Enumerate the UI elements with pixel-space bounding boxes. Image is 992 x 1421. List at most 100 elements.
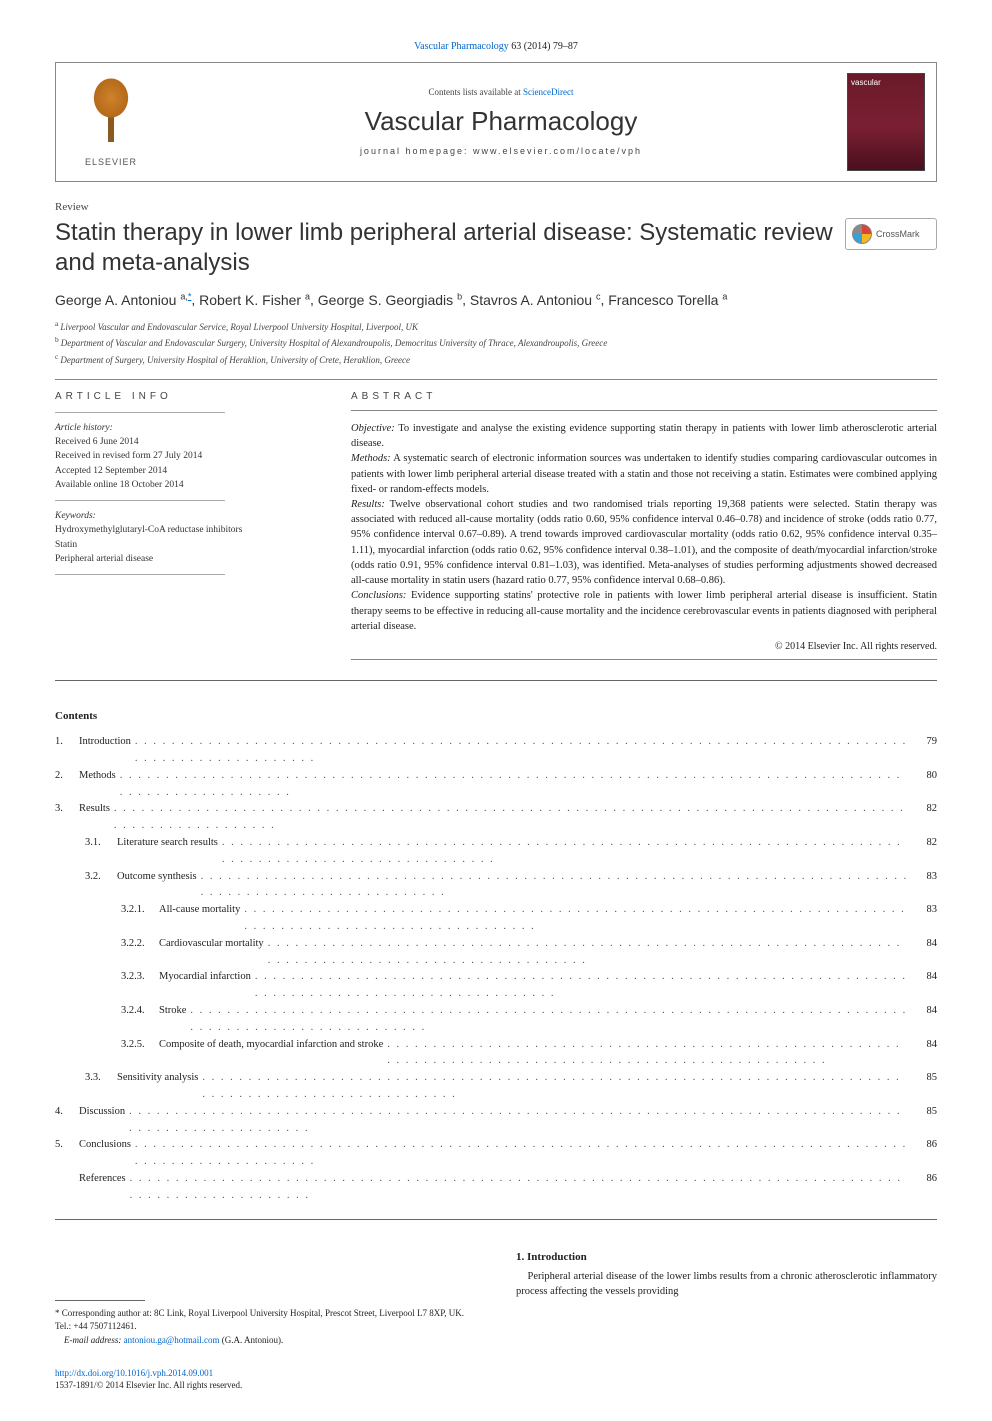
author: Francesco Torella a (608, 292, 727, 308)
crossmark-badge[interactable]: CrossMark (845, 218, 937, 250)
article-type: Review (55, 200, 937, 215)
affiliation-c: cDepartment of Surgery, University Hospi… (55, 351, 937, 368)
toc-number: 3.2.1. (121, 902, 159, 919)
abs-objective-label: Objective: (351, 423, 395, 434)
abs-conclusions-label: Conclusions: (351, 590, 406, 601)
toc-entry[interactable]: 2.Methods80 (55, 768, 937, 802)
toc-entry[interactable]: 3.3.Sensitivity analysis85 (55, 1070, 937, 1104)
toc-entry[interactable]: 3.2.4.Stroke84 (55, 1003, 937, 1037)
abs-results-label: Results: (351, 499, 385, 510)
toc-entry[interactable]: References 86 (55, 1171, 937, 1205)
journal-link[interactable]: Vascular Pharmacology (414, 41, 509, 52)
journal-cover-area: vascular (836, 63, 936, 181)
journal-cover-thumb: vascular (847, 73, 925, 171)
history-revised: Received in revised form 27 July 2014 (55, 449, 315, 463)
toc-page: 82 (913, 835, 937, 852)
toc-entry[interactable]: 3.2.3.Myocardial infarction 84 (55, 969, 937, 1003)
author: Robert K. Fisher a (199, 292, 310, 308)
toc-entry[interactable]: 1.Introduction79 (55, 734, 937, 768)
toc-leader (244, 902, 909, 936)
abstract-copyright: © 2014 Elsevier Inc. All rights reserved… (351, 640, 937, 654)
toc-leader (129, 1104, 909, 1138)
publisher-label: ELSEVIER (81, 156, 141, 168)
keywords-label: Keywords: (55, 509, 315, 523)
toc-number: 3.2. (85, 869, 117, 886)
table-of-contents: 1.Introduction792.Methods803.Results823.… (55, 734, 937, 1204)
history-online: Available online 18 October 2014 (55, 478, 315, 492)
history-received: Received 6 June 2014 (55, 435, 315, 449)
citation-line: Vascular Pharmacology 63 (2014) 79–87 (55, 40, 937, 54)
toc-number: 3.2.4. (121, 1003, 159, 1020)
email-link[interactable]: antoniou.ga@hotmail.com (124, 1335, 220, 1345)
toc-page: 83 (913, 869, 937, 886)
sciencedirect-link[interactable]: ScienceDirect (523, 87, 573, 97)
doi-link[interactable]: http://dx.doi.org/10.1016/j.vph.2014.09.… (55, 1368, 213, 1378)
toc-label: Literature search results (117, 835, 218, 852)
toc-entry[interactable]: 3.2.Outcome synthesis 83 (55, 869, 937, 903)
toc-page: 86 (913, 1137, 937, 1154)
keyword: Peripheral arterial disease (55, 552, 315, 566)
toc-page: 85 (913, 1104, 937, 1121)
toc-entry[interactable]: 3.2.1.All-cause mortality83 (55, 902, 937, 936)
toc-label: Outcome synthesis (117, 869, 197, 886)
toc-label: Results (79, 801, 110, 818)
toc-label: Methods (79, 768, 116, 785)
toc-label: Myocardial infarction (159, 969, 251, 986)
divider (55, 379, 937, 380)
toc-number: 3.2.5. (121, 1037, 159, 1054)
article-info-column: article info Article history: Received 6… (55, 390, 315, 670)
toc-leader (114, 801, 909, 835)
toc-entry[interactable]: 3.Results82 (55, 801, 937, 835)
toc-leader (135, 1137, 909, 1171)
footnotes: * Corresponding author at: 8C Link, Roya… (55, 1307, 476, 1348)
abstract-heading: abstract (351, 390, 937, 404)
affiliation-a: aLiverpool Vascular and Endovascular Ser… (55, 318, 937, 335)
toc-page: 82 (913, 801, 937, 818)
email-after: (G.A. Antoniou). (219, 1335, 283, 1345)
keyword: Statin (55, 538, 315, 552)
toc-entry[interactable]: 3.1.Literature search results 82 (55, 835, 937, 869)
toc-entry[interactable]: 3.2.5.Composite of death, myocardial inf… (55, 1037, 937, 1071)
toc-entry[interactable]: 3.2.2.Cardiovascular mortality84 (55, 936, 937, 970)
toc-page: 85 (913, 1070, 937, 1087)
toc-page: 84 (913, 1037, 937, 1054)
toc-leader (222, 835, 909, 869)
abs-conclusions: Evidence supporting statins' protective … (351, 590, 937, 631)
history-label: Article history: (55, 421, 315, 435)
toc-number: 2. (55, 768, 79, 785)
corresponding-author-note: * Corresponding author at: 8C Link, Roya… (55, 1307, 476, 1334)
authors-line: George A. Antoniou a,*, Robert K. Fisher… (55, 290, 937, 310)
introduction-column: 1. Introduction Peripheral arterial dise… (516, 1250, 937, 1392)
toc-number: 3.2.3. (121, 969, 159, 986)
keywords-block: Keywords: Hydroxymethylglutaryl-CoA redu… (55, 509, 315, 566)
toc-page: 79 (913, 734, 937, 751)
toc-number: 4. (55, 1104, 79, 1121)
corresponding-mark[interactable]: * (188, 291, 192, 301)
abs-objective: To investigate and analyse the existing … (351, 423, 937, 449)
toc-label: Conclusions (79, 1137, 131, 1154)
toc-number: 5. (55, 1137, 79, 1154)
toc-number: 3.2.2. (121, 936, 159, 953)
toc-number: 3.1. (85, 835, 117, 852)
toc-leader (387, 1037, 909, 1071)
toc-entry[interactable]: 5.Conclusions 86 (55, 1137, 937, 1171)
toc-page: 86 (913, 1171, 937, 1188)
toc-leader (130, 1171, 909, 1205)
abs-results: Twelve observational cohort studies and … (351, 499, 937, 586)
toc-page: 83 (913, 902, 937, 919)
author: George A. Antoniou a,* (55, 292, 191, 308)
author: Stavros A. Antoniou c (470, 292, 601, 308)
issn-line: 1537-1891/© 2014 Elsevier Inc. All right… (55, 1380, 242, 1390)
email-line: E-mail address: antoniou.ga@hotmail.com … (55, 1334, 476, 1348)
abstract-body: Objective: To investigate and analyse th… (351, 421, 937, 634)
toc-entry[interactable]: 4.Discussion85 (55, 1104, 937, 1138)
toc-label: References (79, 1171, 126, 1188)
toc-page: 84 (913, 969, 937, 986)
toc-number: 3.3. (85, 1070, 117, 1087)
section-1-heading: 1. Introduction (516, 1250, 937, 1265)
toc-leader (268, 936, 909, 970)
journal-title: Vascular Pharmacology (365, 104, 638, 139)
toc-leader (255, 969, 909, 1003)
contents-prefix: Contents lists available at (429, 87, 523, 97)
keyword: Hydroxymethylglutaryl-CoA reductase inhi… (55, 523, 315, 537)
